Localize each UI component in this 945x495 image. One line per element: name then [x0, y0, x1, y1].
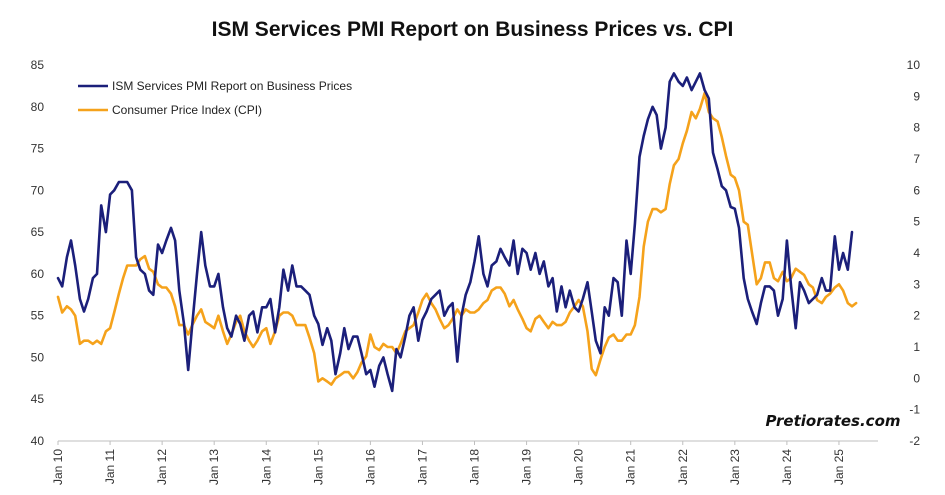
series-layer: [56, 72, 858, 393]
left-y-tick-label: 55: [31, 309, 45, 323]
right-y-tick-label: -2: [909, 434, 920, 448]
left-y-tick-label: 60: [31, 267, 45, 281]
x-tick-label: Jan 23: [728, 449, 742, 485]
right-y-tick-label: -1: [909, 403, 920, 417]
right-y-tick-label: 2: [913, 309, 920, 323]
left-y-tick-label: 50: [31, 350, 45, 364]
left-y-tick-label: 70: [31, 183, 45, 197]
x-tick-label: Jan 18: [468, 449, 482, 485]
right-y-tick-label: 6: [913, 183, 920, 197]
right-y-tick-label: 4: [913, 246, 920, 260]
right-y-tick-label: 1: [913, 340, 920, 354]
right-y-axis: -2 -1 0 1 2 3 4 5 6 7 8 9 10: [907, 58, 921, 448]
left-y-tick-label: 85: [31, 58, 45, 72]
left-y-tick-label: 80: [31, 100, 45, 114]
cpi-series-line: [56, 91, 858, 386]
legend: ISM Services PMI Report on Business Pric…: [78, 79, 352, 117]
x-tick-label: Jan 17: [415, 449, 429, 485]
x-tick-label: Jan 15: [311, 449, 325, 485]
left-y-tick-label: 45: [31, 392, 45, 406]
right-y-tick-label: 8: [913, 121, 920, 135]
right-y-tick-label: 0: [913, 371, 920, 385]
x-tick-label: Jan 22: [676, 449, 690, 485]
x-tick-label: Jan 16: [363, 449, 377, 485]
chart-title: ISM Services PMI Report on Business Pric…: [211, 18, 734, 41]
legend-label: ISM Services PMI Report on Business Pric…: [112, 79, 352, 93]
x-tick-label: Jan 25: [832, 449, 846, 485]
right-y-tick-label: 3: [913, 277, 920, 291]
x-tick-label: Jan 11: [103, 449, 117, 484]
x-tick-label: Jan 20: [572, 449, 586, 485]
x-tick-label: Jan 14: [259, 449, 273, 485]
x-tick-label: Jan 10: [51, 449, 65, 485]
legend-label: Consumer Price Index (CPI): [112, 103, 262, 117]
x-tick-label: Jan 21: [624, 449, 638, 485]
x-axis: Jan 10 Jan 11 Jan 12 Jan 13 Jan 14 Jan 15 Jan …: [51, 440, 878, 485]
x-tick-label: Jan 19: [520, 449, 534, 485]
right-y-tick-label: 9: [913, 89, 920, 103]
x-tick-label: Jan 13: [207, 449, 221, 485]
right-y-tick-label: 5: [913, 215, 920, 229]
left-y-tick-label: 65: [31, 225, 45, 239]
x-tick-label: Jan 12: [155, 449, 169, 485]
right-y-tick-label: 10: [907, 58, 921, 72]
x-tick-label: Jan 24: [780, 449, 794, 485]
left-y-axis: 40 45 50 55 60 65 70 75 80 85: [31, 58, 45, 448]
left-y-tick-label: 40: [31, 434, 45, 448]
watermark-text: Pretiorates.com: [765, 412, 900, 430]
right-y-tick-label: 7: [913, 152, 920, 166]
left-y-tick-label: 75: [31, 142, 45, 156]
ism-prices-series-line: [56, 72, 854, 393]
